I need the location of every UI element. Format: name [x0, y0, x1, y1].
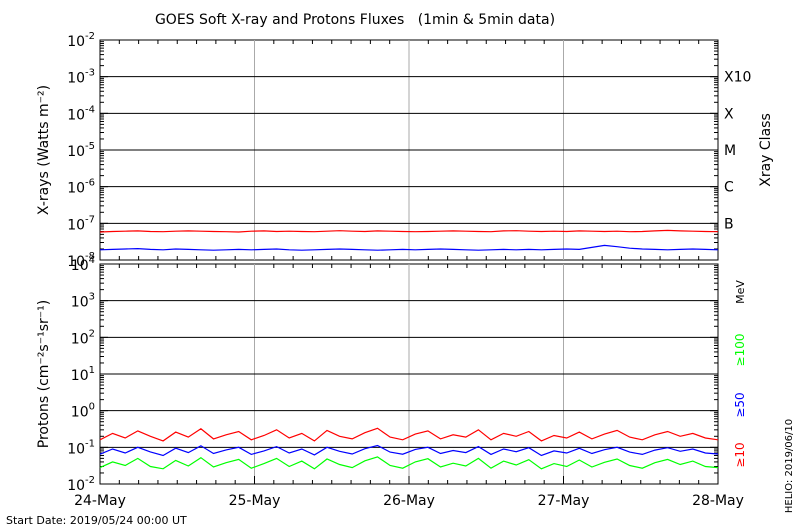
start-date-label: Start Date: 2019/05/24 00:00 UT [6, 514, 187, 527]
chart-title: GOES Soft X-ray and Protons Fluxes (1min… [155, 12, 555, 28]
energy-legend-label: MeV [734, 280, 747, 304]
y-tick-label: 101 [71, 365, 95, 384]
y-tick-label: 10-2 [67, 31, 95, 50]
x-tick-label: 24-May [74, 493, 126, 509]
y-tick-label: 102 [71, 328, 95, 347]
y-tick-label: 10-8 [67, 251, 95, 270]
y-tick-label: 10-4 [67, 104, 95, 123]
y-tick-label: 103 [71, 292, 95, 311]
xray-class-label: B [724, 216, 734, 232]
protons-panel: 104 103 102 101 100 10-1 10-2 MeV ≥100 ≥50 ≥10 [67, 255, 747, 494]
y-tick-label: 10-1 [67, 438, 95, 457]
xray-class-label: C [724, 180, 734, 196]
x-tick-label: 28-May [692, 493, 744, 509]
y-tick-label: 10-5 [67, 141, 95, 160]
y-tick-label: 104 [71, 255, 95, 274]
xray-class-label: X10 [724, 70, 751, 86]
series-line-xray-0 [99, 229, 719, 233]
series-line-protons-2 [99, 456, 719, 470]
series-line-protons-0 [99, 427, 719, 442]
series-line-protons-1 [99, 444, 719, 457]
energy-legend-label: ≥100 [733, 334, 747, 367]
y-tick-label: 10-7 [67, 214, 95, 233]
x-axis: 24-May 25-May 26-May 27-May 28-May [74, 476, 744, 509]
y-tick-label: 100 [71, 402, 95, 421]
xray-class-label: M [724, 143, 736, 159]
xray-y-axis-label: X-rays (Watts m⁻²) [36, 85, 52, 215]
x-tick-label: 25-May [229, 493, 281, 509]
y-tick-label: 10-3 [67, 68, 95, 87]
x-tick-label: 26-May [383, 493, 435, 509]
energy-legend-label: ≥10 [733, 442, 747, 467]
xray-class-axis-label: Xray Class [758, 113, 774, 187]
y-tick-label: 10-2 [67, 475, 95, 494]
protons-y-axis-label: Protons (cm⁻²s⁻¹sr⁻¹) [36, 300, 52, 449]
xray-panel: 10-2 10-3 10-4 10-5 10-6 10-7 10-8 X10 X M C B [67, 31, 751, 270]
series-line-xray-1 [99, 244, 719, 251]
energy-legend-label: ≥50 [733, 392, 747, 417]
credit-label: HELIO: 2019/06/10 [784, 419, 795, 513]
x-tick-label: 27-May [538, 493, 590, 509]
y-tick-label: 10-6 [67, 178, 95, 197]
xray-class-label: X [724, 106, 734, 122]
